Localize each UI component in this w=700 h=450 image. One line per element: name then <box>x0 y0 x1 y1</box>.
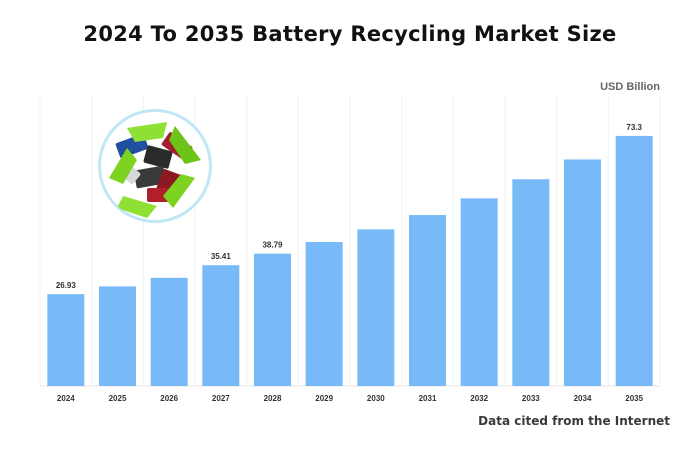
grid-lines <box>39 96 661 387</box>
source-note: Data cited from the Internet <box>478 414 670 428</box>
x-tick-label: 2033 <box>522 394 540 403</box>
x-tick-label: 2029 <box>315 394 333 403</box>
bar-2027 <box>202 265 240 386</box>
bar-2024 <box>47 294 85 386</box>
bars <box>47 135 653 386</box>
bar-2034 <box>564 159 601 386</box>
bar-2031 <box>409 215 446 386</box>
bar-2030 <box>357 229 395 386</box>
bar-2026 <box>150 277 188 386</box>
x-tick-label: 2031 <box>419 394 437 403</box>
x-tick-label: 2024 <box>57 394 75 403</box>
x-tick-labels: 2024 2025 2026 2027 2028 2029 2030 2031 2032 2033… <box>57 394 644 403</box>
bar-2029 <box>305 242 343 386</box>
bar-2033 <box>512 179 550 386</box>
x-tick-label: 2034 <box>574 394 592 403</box>
x-tick-label: 2026 <box>160 394 178 403</box>
x-tick-label: 2027 <box>212 394 230 403</box>
x-tick-label: 2032 <box>470 394 488 403</box>
data-labels: 26.93 35.41 38.79 73.3 <box>56 123 643 290</box>
x-tick-label: 2030 <box>367 394 385 403</box>
data-label: 73.3 <box>626 123 642 132</box>
data-label: 35.41 <box>211 252 232 261</box>
bar-2032 <box>460 198 498 386</box>
data-label: 38.79 <box>262 241 283 250</box>
chart-title: 2024 To 2035 Battery Recycling Market Si… <box>83 22 617 46</box>
data-label: 26.93 <box>56 281 77 290</box>
x-tick-label: 2028 <box>264 394 282 403</box>
x-tick-label: 2025 <box>109 394 127 403</box>
x-tick-label: 2035 <box>625 394 643 403</box>
bar-2025 <box>99 286 136 386</box>
bar-2035 <box>615 135 653 386</box>
unit-label: USD Billion <box>600 81 660 93</box>
bar-2028 <box>254 253 291 386</box>
recycled-batteries-image <box>97 108 213 224</box>
